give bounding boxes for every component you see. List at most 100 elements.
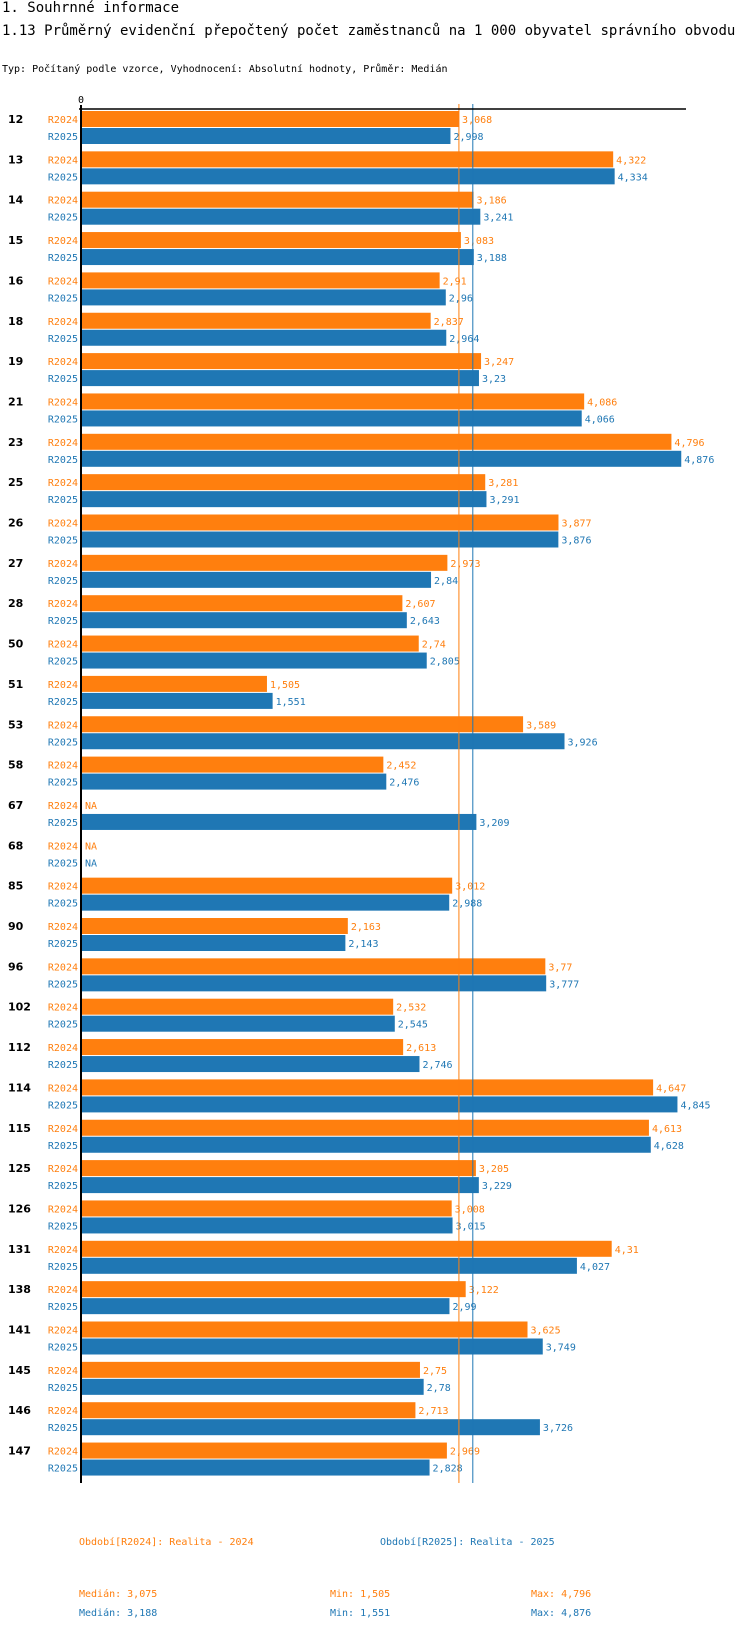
value-label: 3,247 <box>484 357 514 368</box>
series-label-r2025: R2025 <box>48 858 78 869</box>
value-label: 3,589 <box>526 720 556 731</box>
series-label-r2024: R2024 <box>48 478 78 489</box>
bar-r2025 <box>82 531 559 548</box>
series-label-r2024: R2024 <box>48 559 78 570</box>
bar-r2025 <box>82 1096 678 1113</box>
value-label: 2,74 <box>422 640 446 651</box>
category-label: 131 <box>8 1243 31 1256</box>
series-label-r2024: R2024 <box>48 680 78 691</box>
series-label-r2025: R2025 <box>48 1141 78 1152</box>
legend-r2024: Období[R2024]: Realita - 2024 <box>79 1536 254 1548</box>
value-label: 2,988 <box>452 899 482 910</box>
bar-r2025 <box>82 329 447 346</box>
legend-r2025: Období[R2025]: Realita - 2025 <box>380 1536 555 1548</box>
series-label-r2024: R2024 <box>48 155 78 166</box>
bar-r2024 <box>82 1039 404 1056</box>
bar-r2024 <box>82 675 267 692</box>
value-label: 2,964 <box>449 334 479 345</box>
value-label: 3,926 <box>568 737 598 748</box>
section-title: 1. Souhrnné informace <box>2 0 180 16</box>
bar-r2025 <box>82 1015 395 1032</box>
bar-r2025 <box>82 1298 450 1315</box>
stat-max-r2025: Max: 4,876 <box>531 1608 591 1619</box>
value-label: NA <box>85 858 97 869</box>
bar-r2024 <box>82 958 546 975</box>
series-label-r2024: R2024 <box>48 357 78 368</box>
value-label: 3,122 <box>469 1285 499 1296</box>
value-label: 2,643 <box>410 616 440 627</box>
category-label: 51 <box>8 678 23 691</box>
bar-r2025 <box>82 813 477 830</box>
category-label: 50 <box>8 638 24 651</box>
series-label-r2025: R2025 <box>48 536 78 547</box>
series-label-r2024: R2024 <box>48 1366 78 1377</box>
stat-median-r2025: Medián: 3,188 <box>79 1607 157 1619</box>
value-label: 2,84 <box>434 576 458 587</box>
value-label: 3,777 <box>549 979 579 990</box>
bar-r2025 <box>82 168 615 185</box>
chart-title: 1.13 Průměrný evidenční přepočtený počet… <box>2 23 736 39</box>
category-label: 19 <box>8 355 23 368</box>
value-label: 2,713 <box>418 1406 448 1417</box>
series-label-r2024: R2024 <box>48 962 78 973</box>
value-label: NA <box>85 841 97 852</box>
category-label: 138 <box>8 1283 31 1296</box>
series-label-r2024: R2024 <box>48 640 78 651</box>
value-label: 3,291 <box>489 495 519 506</box>
bar-r2024 <box>82 1240 612 1257</box>
bar-r2025 <box>82 289 446 306</box>
bar-r2025 <box>82 1217 453 1234</box>
value-label: 3,625 <box>531 1326 561 1337</box>
value-label: 3,012 <box>455 882 485 893</box>
value-label: 3,77 <box>548 962 572 973</box>
category-label: 12 <box>8 113 23 126</box>
category-label: 27 <box>8 557 23 570</box>
value-label: 2,828 <box>433 1464 463 1475</box>
bar-r2024 <box>82 1321 528 1338</box>
bar-r2025 <box>82 571 432 588</box>
series-label-r2024: R2024 <box>48 519 78 530</box>
series-label-r2024: R2024 <box>48 841 78 852</box>
series-label-r2025: R2025 <box>48 737 78 748</box>
series-label-r2025: R2025 <box>48 576 78 587</box>
value-label: 4,613 <box>652 1124 682 1135</box>
bar-r2024 <box>82 1200 452 1217</box>
series-label-r2025: R2025 <box>48 979 78 990</box>
series-label-r2025: R2025 <box>48 414 78 425</box>
series-label-r2025: R2025 <box>48 1383 78 1394</box>
bar-r2024 <box>82 716 524 733</box>
value-label: 2,969 <box>450 1447 480 1458</box>
value-label: 3,209 <box>479 818 509 829</box>
value-label: 4,845 <box>680 1100 710 1111</box>
bar-r2024 <box>82 1361 420 1378</box>
bar-r2025 <box>82 450 682 467</box>
series-label-r2024: R2024 <box>48 801 78 812</box>
category-label: 112 <box>8 1041 31 1054</box>
bar-r2025 <box>82 1378 424 1395</box>
series-label-r2025: R2025 <box>48 616 78 627</box>
bar-r2025 <box>82 410 582 427</box>
series-label-r2025: R2025 <box>48 1262 78 1273</box>
category-label: 26 <box>8 517 24 530</box>
bar-r2025 <box>82 208 481 225</box>
series-label-r2024: R2024 <box>48 1447 78 1458</box>
bar-r2024 <box>82 232 461 249</box>
value-label: 3,749 <box>546 1343 576 1354</box>
category-label: 53 <box>8 718 23 731</box>
value-label: 2,96 <box>449 293 473 304</box>
category-label: 146 <box>8 1404 31 1417</box>
category-label: 16 <box>8 274 24 287</box>
bar-r2025 <box>82 1338 543 1355</box>
series-label-r2024: R2024 <box>48 882 78 893</box>
series-label-r2024: R2024 <box>48 1003 78 1014</box>
series-label-r2024: R2024 <box>48 236 78 247</box>
bar-r2024 <box>82 353 482 370</box>
series-label-r2025: R2025 <box>48 697 78 708</box>
bar-r2025 <box>82 249 474 266</box>
category-label: 21 <box>8 395 23 408</box>
chart-subtitle: Typ: Počítaný podle vzorce, Vyhodnocení:… <box>2 64 448 75</box>
bar-r2025 <box>82 1177 479 1194</box>
category-label: 14 <box>8 194 24 207</box>
value-label: NA <box>85 801 97 812</box>
bar-r2024 <box>82 998 394 1015</box>
